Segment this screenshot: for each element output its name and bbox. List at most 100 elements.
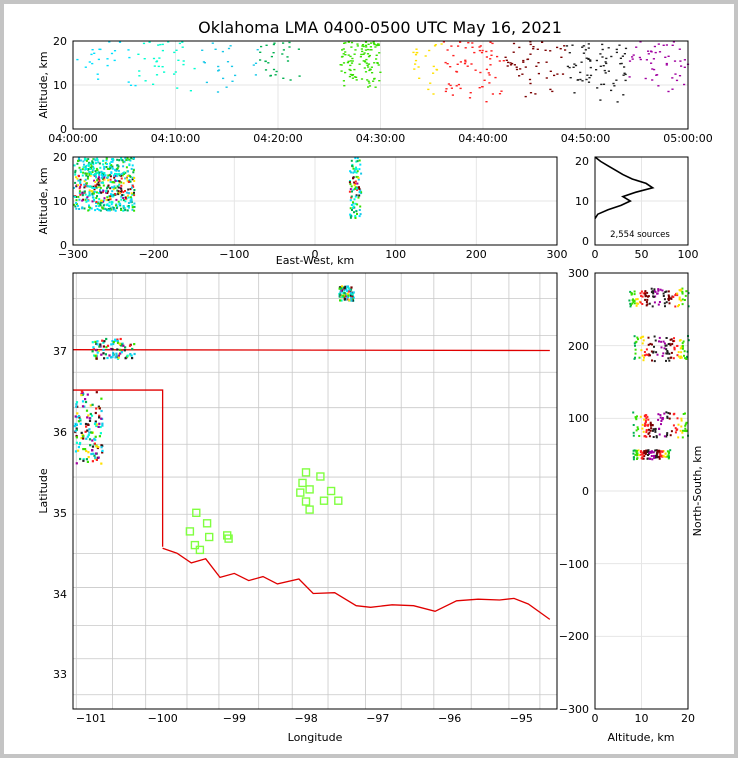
ns-altitude-source	[648, 452, 651, 454]
plan-view-source	[123, 349, 126, 352]
time-height-source	[415, 48, 418, 50]
figure-frame: Oklahoma LMA 0400-0500 UTC May 16, 2021 …	[4, 4, 734, 754]
time-height-source	[360, 78, 364, 80]
time-height-source	[560, 56, 563, 58]
ew-height-source	[102, 189, 105, 192]
time-height-source	[350, 41, 354, 44]
time-height-source	[282, 49, 285, 51]
plan-view-source	[91, 350, 94, 353]
ns-altitude-source	[635, 304, 638, 307]
ew-height-source	[126, 157, 129, 160]
time-height-source	[515, 68, 519, 71]
time-height-source	[378, 80, 381, 82]
ns-altitude-source	[653, 335, 656, 338]
ew-height-source	[87, 164, 90, 167]
ns-altitude-source	[654, 429, 657, 432]
ew-height-source	[352, 205, 355, 208]
ew-height-source	[349, 180, 351, 182]
ew-height-source	[88, 191, 91, 194]
ns-altitude-source	[653, 454, 656, 457]
plan-view-sources	[73, 285, 355, 465]
ns-altitude-source	[654, 290, 657, 293]
ew-height-source	[115, 204, 117, 207]
plan-view-source	[95, 424, 98, 428]
ns-altitude-source	[640, 290, 643, 293]
time-height-source	[504, 56, 507, 58]
time-height-source	[657, 85, 660, 87]
ns-altitude-source	[648, 435, 651, 438]
time-height-source	[144, 80, 147, 82]
ew-height-source	[86, 185, 89, 188]
ns-altitude-source	[644, 421, 647, 424]
ns-altitude-source	[653, 288, 656, 291]
ew-height-source	[84, 166, 87, 168]
time-height-source	[93, 52, 96, 54]
time-height-source	[529, 43, 532, 46]
time-height-source	[545, 61, 548, 63]
time-height-source	[254, 62, 258, 64]
ns-altitude-source	[643, 291, 646, 294]
time-height-source	[203, 62, 206, 64]
ns-altitude-source	[684, 412, 686, 415]
ns-ticks: 300 200 100 0 −100 −200 −300	[559, 267, 589, 716]
plan-view-source	[99, 432, 102, 435]
time-height-source	[509, 64, 513, 66]
plan-view-source	[98, 435, 101, 438]
ew-height-source	[88, 193, 91, 196]
ew-height-source	[115, 175, 118, 178]
ew-height-panel: −300 −200 −100 0 100 200 300 0 10 20 Eas…	[37, 151, 568, 267]
ns-altitude-source	[679, 289, 682, 292]
plan-view-source	[95, 445, 98, 448]
plan-view-source	[86, 435, 89, 438]
ns-altitude-source	[666, 455, 669, 458]
plan-view-source	[95, 423, 98, 426]
ns-altitude-source	[666, 432, 669, 435]
ns-altitude-xlabel: Altitude, km	[607, 731, 674, 744]
ew-height-source	[116, 205, 119, 208]
ew-height-source	[354, 186, 357, 189]
ew-height-source	[91, 194, 94, 196]
time-height-source	[512, 51, 515, 53]
ns-altitude-source	[682, 340, 685, 343]
ew-height-source	[87, 163, 90, 166]
ew-height-source	[78, 157, 81, 160]
ew-height-source	[79, 185, 82, 188]
ns-altitude-source	[628, 299, 631, 302]
ew-height-source	[96, 208, 99, 210]
ew-height-source	[125, 177, 128, 180]
time-height-source	[529, 82, 532, 85]
time-tick: 04:10:00	[151, 132, 200, 145]
ew-height-source	[92, 167, 95, 170]
plan-view-source	[117, 354, 120, 357]
time-height-source	[363, 52, 366, 54]
time-height-source	[589, 59, 592, 61]
ns-altitude-source	[686, 356, 689, 359]
ew-height-source	[111, 206, 114, 209]
time-height-source	[298, 75, 301, 77]
ew-height-source	[102, 173, 105, 175]
ew-height-source	[352, 188, 355, 191]
time-height-source	[424, 55, 427, 57]
plan-view-source	[350, 299, 353, 302]
plan-view-source	[339, 299, 342, 302]
time-height-source	[350, 62, 354, 64]
ew-height-source	[81, 174, 84, 177]
ew-height-source	[108, 201, 111, 204]
time-height-source	[464, 61, 467, 63]
ew-height-source	[121, 194, 124, 197]
ew-height-source	[118, 172, 121, 175]
ew-tick: 200	[466, 248, 487, 261]
time-height-source	[581, 80, 584, 82]
time-height-source	[343, 42, 346, 44]
time-height-source	[286, 56, 289, 58]
ew-height-source	[133, 194, 136, 197]
ns-altitude-source	[662, 340, 665, 343]
ew-tick: 300	[547, 248, 568, 261]
plan-view-source	[99, 343, 102, 346]
time-height-source	[506, 65, 509, 67]
time-height-source	[551, 90, 554, 93]
plan-view-source	[112, 353, 115, 357]
time-height-source	[535, 65, 538, 67]
ns-altitude-source	[643, 450, 646, 453]
ew-height-source	[110, 203, 113, 206]
